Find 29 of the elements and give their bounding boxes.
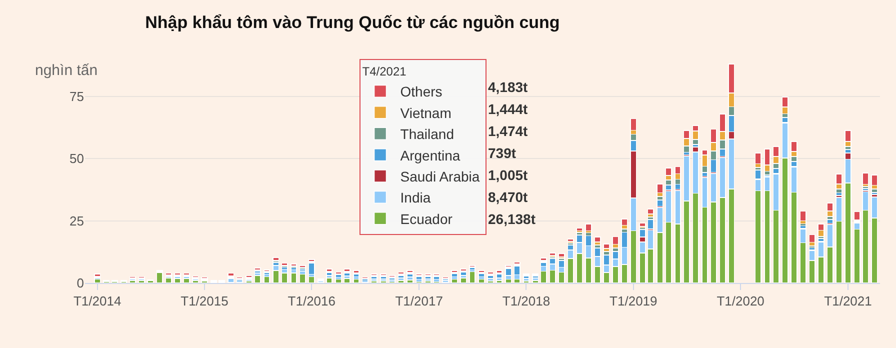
- legend-label: Argentina: [400, 147, 460, 164]
- legend-label: India: [400, 190, 431, 206]
- annotation: 8,470t: [488, 189, 528, 205]
- legend-label: Saudi Arabia: [400, 168, 480, 184]
- annotation: 1,474t: [488, 123, 528, 139]
- x-tick-label: T1/2016: [288, 294, 336, 309]
- annotation: 26,138t: [488, 211, 536, 227]
- legend-label: Vietnam: [400, 104, 452, 121]
- x-tick-label: T1/2019: [610, 294, 658, 309]
- y-tick-label: 0: [76, 276, 84, 291]
- y-tick-label: 75: [70, 88, 84, 104]
- legend-label: Ecuador: [400, 210, 453, 227]
- y-tick-label: 25: [70, 213, 84, 228]
- x-tick-label: T1/2017: [395, 294, 443, 309]
- annotation: 1,005t: [488, 167, 528, 183]
- legend-title: T4/2021: [362, 64, 407, 79]
- y-tick-label: 50: [70, 151, 84, 166]
- x-tick-label: T1/2021: [824, 294, 872, 309]
- legend-label: Others: [400, 84, 442, 100]
- x-tick-label: T1/2020: [716, 294, 764, 309]
- x-tick-label: T1/2015: [180, 294, 228, 309]
- annotation: 1,444t: [488, 101, 528, 117]
- chart-title: Nhập khẩu tôm vào Trung Quốc từ các nguồn cung: [145, 12, 560, 32]
- x-tick-label: T1/2014: [73, 294, 122, 309]
- legend-label: Thailand: [400, 126, 454, 142]
- annotation: 4,183t: [488, 79, 528, 95]
- x-tick-label: T1/2018: [502, 294, 550, 309]
- y-axis-title: nghìn tấn: [35, 62, 98, 79]
- annotation: 739t: [488, 145, 516, 161]
